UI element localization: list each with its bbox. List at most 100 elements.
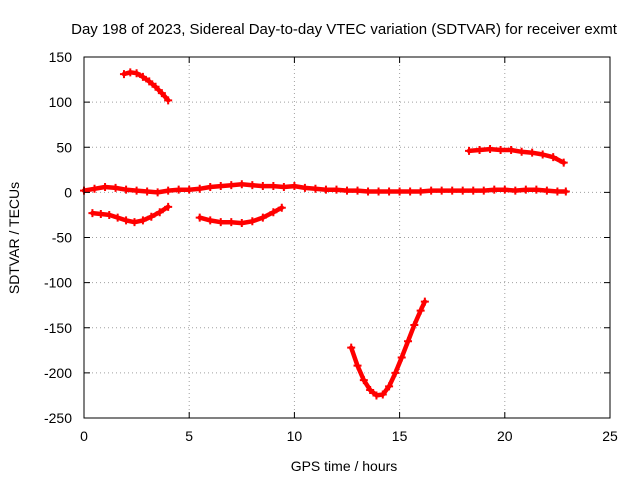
series-arc-6 bbox=[465, 145, 568, 167]
data-point bbox=[164, 186, 173, 195]
y-tick-label: 50 bbox=[56, 139, 72, 155]
data-point bbox=[374, 187, 383, 196]
data-point bbox=[448, 186, 457, 195]
data-point bbox=[122, 185, 131, 194]
data-point bbox=[88, 209, 97, 218]
data-point bbox=[542, 186, 551, 195]
data-point bbox=[559, 158, 568, 167]
data-point bbox=[206, 216, 215, 225]
data-point bbox=[427, 186, 436, 195]
data-point bbox=[475, 145, 484, 154]
series-arc-4 bbox=[195, 203, 286, 228]
data-point bbox=[528, 148, 537, 157]
x-tick-label: 10 bbox=[287, 428, 303, 444]
data-point bbox=[237, 219, 246, 228]
data-point bbox=[105, 210, 114, 219]
x-tick-label: 25 bbox=[602, 428, 618, 444]
data-point bbox=[437, 186, 446, 195]
axis-ticks: 0 5 10 15 20 25 -250 -200 -150 -100 -50 0 50 100 150 bbox=[44, 49, 618, 444]
data-point bbox=[343, 186, 351, 195]
data-point bbox=[511, 186, 520, 195]
data-point bbox=[385, 382, 394, 391]
series-arc-3 bbox=[88, 202, 173, 227]
data-point bbox=[143, 187, 152, 196]
data-point bbox=[195, 184, 204, 193]
data-point bbox=[300, 183, 309, 192]
data-point bbox=[206, 182, 215, 191]
data-point bbox=[227, 181, 236, 190]
data-point bbox=[521, 185, 530, 194]
data-point bbox=[321, 185, 330, 194]
series-trace bbox=[466, 146, 566, 165]
x-tick-label: 5 bbox=[185, 428, 193, 444]
data-point bbox=[538, 150, 547, 159]
data-point bbox=[138, 216, 147, 225]
data-point bbox=[174, 185, 183, 194]
data-point bbox=[147, 212, 156, 221]
data-point bbox=[561, 187, 570, 196]
data-point bbox=[132, 186, 141, 195]
data-point bbox=[122, 216, 131, 225]
data-point bbox=[138, 72, 147, 81]
data-point bbox=[269, 182, 278, 191]
data-point bbox=[258, 182, 267, 191]
x-axis-title: GPS time / hours bbox=[291, 458, 398, 474]
data-point bbox=[395, 187, 404, 196]
data-point bbox=[290, 182, 299, 191]
y-tick-label: -200 bbox=[44, 365, 72, 381]
data-point bbox=[90, 184, 99, 193]
data-point bbox=[553, 187, 562, 196]
y-axis-title: SDTVAR / TECUs bbox=[6, 182, 22, 294]
x-tick-label: 20 bbox=[497, 428, 513, 444]
data-point bbox=[145, 77, 154, 86]
data-point bbox=[216, 182, 225, 191]
series-arc-2 bbox=[80, 180, 570, 197]
data-point bbox=[277, 203, 286, 212]
data-point bbox=[364, 187, 373, 196]
data-point bbox=[397, 353, 406, 362]
data-point bbox=[378, 390, 387, 399]
data-point bbox=[269, 208, 278, 217]
data-point bbox=[465, 146, 474, 155]
data-point bbox=[132, 69, 141, 78]
chart-title: Day 198 of 2023, Sidereal Day-to-day VTE… bbox=[71, 21, 618, 38]
data-point bbox=[500, 185, 509, 194]
data-point bbox=[391, 368, 400, 377]
data-point bbox=[517, 147, 526, 156]
data-point bbox=[332, 185, 341, 194]
data-point bbox=[185, 185, 194, 194]
data-series bbox=[80, 68, 570, 400]
data-point bbox=[113, 213, 122, 222]
data-point bbox=[486, 145, 495, 154]
data-point bbox=[532, 185, 541, 194]
data-point bbox=[153, 188, 162, 197]
y-tick-label: 100 bbox=[49, 94, 73, 110]
data-point bbox=[416, 187, 425, 196]
y-tick-label: -250 bbox=[44, 410, 72, 426]
y-tick-label: -50 bbox=[52, 230, 72, 246]
data-point bbox=[227, 218, 236, 227]
data-point bbox=[237, 180, 246, 189]
data-point bbox=[130, 218, 139, 227]
data-point bbox=[157, 89, 166, 98]
y-tick-label: 0 bbox=[64, 184, 72, 200]
data-point bbox=[258, 213, 267, 222]
data-point bbox=[111, 183, 120, 192]
data-point bbox=[359, 376, 368, 385]
data-point bbox=[416, 306, 425, 315]
data-point bbox=[353, 186, 362, 195]
data-point bbox=[549, 153, 558, 162]
data-point bbox=[410, 321, 419, 330]
series-arc-1 bbox=[119, 68, 173, 105]
data-point bbox=[366, 386, 375, 395]
data-point bbox=[490, 185, 499, 194]
data-point bbox=[248, 217, 257, 226]
data-point bbox=[195, 213, 204, 222]
data-point bbox=[155, 208, 164, 217]
data-point bbox=[353, 361, 362, 370]
data-point bbox=[406, 187, 415, 196]
data-point bbox=[101, 182, 110, 191]
data-point bbox=[458, 186, 467, 195]
data-point bbox=[385, 187, 394, 196]
